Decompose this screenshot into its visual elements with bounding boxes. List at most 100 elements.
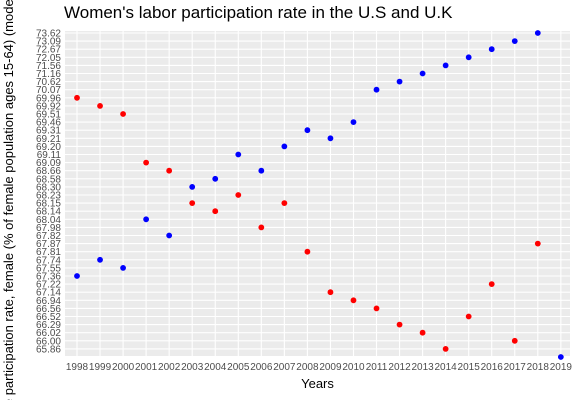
- x-tick-label: 2003: [181, 362, 204, 373]
- y-tick-label: 70.62: [36, 77, 61, 88]
- x-tick-label: 2009: [319, 362, 342, 373]
- x-tick-label: 2002: [158, 362, 181, 373]
- x-tick-label: 2013: [411, 362, 434, 373]
- grid-lines: [65, 31, 570, 358]
- data-point: [235, 151, 242, 158]
- data-point: [350, 297, 357, 304]
- data-point: [396, 321, 403, 328]
- x-axis-title: Years: [301, 376, 334, 391]
- data-point: [396, 78, 403, 85]
- y-tick-label: 66.94: [36, 296, 61, 307]
- y-tick-label: 70.07: [36, 85, 61, 96]
- y-tick-label: 71.56: [36, 61, 61, 72]
- data-point: [97, 256, 103, 263]
- x-tick-label: 2011: [366, 362, 388, 373]
- y-tick-label: 67.36: [36, 272, 61, 283]
- data-point: [74, 273, 80, 279]
- data-point: [373, 86, 380, 93]
- x-tick-label: 2004: [204, 362, 227, 373]
- y-tick-label: 69.51: [36, 110, 61, 121]
- y-tick-label: 68.30: [36, 182, 61, 193]
- y-tick-label: 72.67: [36, 45, 61, 56]
- x-tick-label: 2012: [388, 362, 411, 373]
- data-point: [143, 159, 150, 166]
- y-tick-label: 66.56: [36, 304, 61, 315]
- x-tick-labels: 1998 1999 2000 2001 2002 2003 2004 2005 2006 2007…: [66, 362, 573, 373]
- x-tick-label: 2019: [550, 362, 573, 373]
- y-tick-label: 69.96: [36, 93, 61, 104]
- y-tick-label: 69.92: [36, 101, 61, 112]
- y-tick-label: 71.16: [36, 69, 61, 80]
- y-tick-label: 73.09: [36, 37, 61, 48]
- y-tick-label: 68.23: [36, 191, 61, 202]
- data-point: [120, 111, 126, 117]
- x-tick-label: 2005: [227, 362, 250, 373]
- y-tick-label: 66.52: [36, 312, 61, 323]
- y-tick-label: 72.05: [36, 53, 61, 64]
- y-tick-label: 69.46: [36, 118, 61, 129]
- data-points: [74, 30, 564, 360]
- data-point: [419, 70, 426, 77]
- y-tick-label: 68.15: [36, 199, 61, 210]
- y-tick-label: 67.81: [36, 247, 61, 258]
- x-tick-label: 2008: [296, 362, 319, 373]
- y-tick-label: 68.04: [36, 215, 61, 226]
- x-tick-label: 2018: [527, 362, 550, 373]
- chart-title: Women's labor participation rate in the …: [64, 3, 453, 22]
- y-tick-label: 68.66: [36, 166, 61, 177]
- data-point: [212, 208, 219, 215]
- data-point: [120, 265, 126, 271]
- x-tick-label: 2006: [250, 362, 273, 373]
- y-tick-label: 68.14: [36, 207, 61, 218]
- data-point: [97, 103, 103, 109]
- data-point: [212, 175, 219, 182]
- data-point: [442, 62, 449, 69]
- y-tick-label: 69.21: [36, 134, 61, 145]
- data-point: [419, 329, 426, 336]
- y-tick-label: 67.74: [36, 255, 61, 266]
- y-tick-label: 65.86: [36, 344, 61, 355]
- data-point: [442, 346, 449, 352]
- data-point: [534, 30, 541, 36]
- x-tick-label: 2010: [342, 362, 365, 373]
- y-tick-label: 67.22: [36, 280, 61, 291]
- y-tick-label: 67.87: [36, 239, 61, 250]
- data-point: [143, 216, 150, 223]
- data-point: [465, 313, 472, 320]
- y-tick-labels: 65.8666.0066.0266.2966.5266.5666.9467.14…: [36, 29, 61, 356]
- x-tick-label: 2001: [135, 362, 158, 373]
- y-tick-label: 67.14: [36, 288, 61, 299]
- y-tick-label: 67.55: [36, 263, 61, 274]
- y-tick-label: 69.11: [37, 150, 62, 161]
- x-tick-label: 2017: [504, 362, 527, 373]
- data-point: [189, 184, 196, 190]
- data-point: [235, 192, 242, 198]
- data-point: [281, 200, 288, 207]
- data-point: [166, 167, 173, 174]
- x-tick-label: 1998: [66, 362, 89, 373]
- x-tick-label: 1999: [89, 362, 112, 373]
- y-tick-label: 73.62: [36, 29, 61, 40]
- y-tick-label: 68.58: [36, 174, 61, 185]
- x-tick-label: 2007: [273, 362, 296, 373]
- y-tick-label: 67.82: [36, 231, 61, 242]
- data-point: [488, 46, 495, 53]
- y-tick-label: 66.00: [36, 336, 61, 347]
- y-tick-label: 67.98: [36, 223, 61, 234]
- data-point: [304, 248, 311, 255]
- y-tick-label: 69.20: [36, 142, 61, 153]
- data-point: [327, 135, 334, 142]
- x-tick-label: 2016: [481, 362, 504, 373]
- data-point: [557, 354, 564, 360]
- data-point: [74, 94, 80, 101]
- data-point: [465, 54, 472, 61]
- x-tick-label: 2014: [435, 362, 458, 373]
- y-tick-label: 66.29: [36, 320, 61, 331]
- data-point: [189, 200, 196, 207]
- x-tick-label: 2015: [458, 362, 481, 373]
- data-point: [373, 305, 380, 312]
- data-point: [327, 289, 334, 296]
- data-point: [258, 224, 265, 231]
- data-point: [304, 127, 311, 134]
